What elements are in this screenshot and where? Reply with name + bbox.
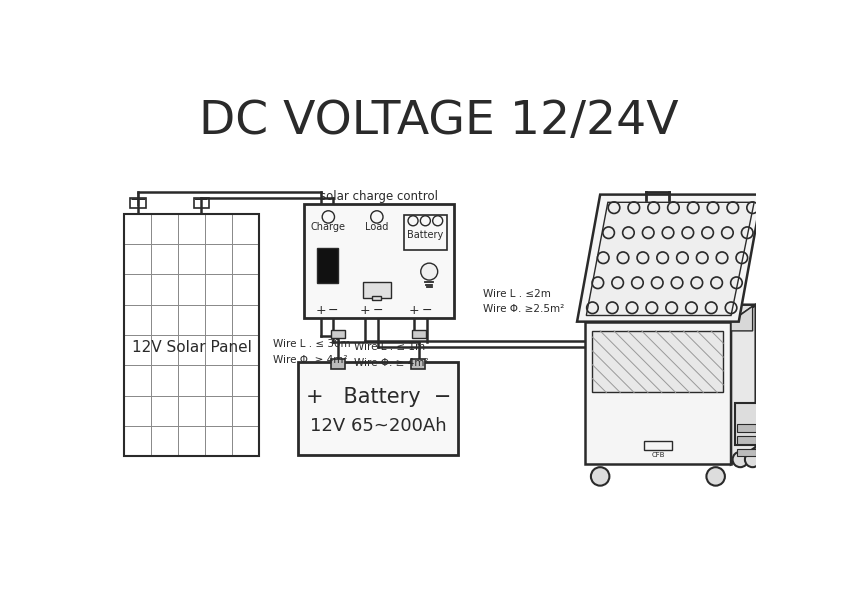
Bar <box>317 248 338 283</box>
Polygon shape <box>584 305 756 322</box>
Text: +: + <box>408 305 419 317</box>
Circle shape <box>421 263 438 280</box>
Bar <box>735 402 758 445</box>
Bar <box>304 204 454 318</box>
Bar <box>644 441 672 450</box>
Text: −: − <box>193 190 210 209</box>
Text: Wire L . ≤ 1m
Wire Φ. ≥ 4m²: Wire L . ≤ 1m Wire Φ. ≥ 4m² <box>354 343 429 368</box>
Bar <box>413 330 426 338</box>
Text: −: − <box>372 305 383 317</box>
Text: solar charge control: solar charge control <box>320 190 438 203</box>
Bar <box>131 199 146 208</box>
Polygon shape <box>731 306 753 331</box>
Text: Battery: Battery <box>408 230 444 240</box>
Polygon shape <box>586 202 754 315</box>
Text: +: + <box>360 305 370 317</box>
Circle shape <box>745 452 760 467</box>
Bar <box>125 214 259 456</box>
Text: Charge: Charge <box>311 222 346 232</box>
Bar <box>738 424 756 432</box>
Bar <box>411 359 424 369</box>
Text: +   Battery  −: + Battery − <box>306 387 451 407</box>
Polygon shape <box>577 195 762 322</box>
Text: CFB: CFB <box>651 452 664 458</box>
Bar <box>194 199 209 208</box>
Circle shape <box>733 452 748 467</box>
Bar <box>738 449 756 456</box>
Text: +: + <box>316 305 326 317</box>
Bar <box>738 436 756 444</box>
Bar <box>363 283 391 298</box>
Bar <box>331 359 344 369</box>
Circle shape <box>591 467 610 486</box>
Bar <box>584 322 731 464</box>
Bar <box>593 331 723 393</box>
Text: Load: Load <box>365 222 388 232</box>
Text: Wire L . ≤ 30m
Wire Φ. ≥ 4m²: Wire L . ≤ 30m Wire Φ. ≥ 4m² <box>273 339 350 365</box>
Bar <box>372 296 381 300</box>
Text: −: − <box>422 305 432 317</box>
Text: 12V Solar Panel: 12V Solar Panel <box>131 340 252 355</box>
Circle shape <box>706 467 725 486</box>
Bar <box>298 362 459 455</box>
Text: 12V 65~200Ah: 12V 65~200Ah <box>310 416 447 434</box>
Polygon shape <box>731 305 756 464</box>
Text: Wire L . ≤2m
Wire Φ. ≥2.5m²: Wire L . ≤2m Wire Φ. ≥2.5m² <box>483 289 564 314</box>
Text: −: − <box>328 305 338 317</box>
Bar <box>331 330 344 338</box>
Text: DC VOLTAGE 12/24V: DC VOLTAGE 12/24V <box>199 99 679 144</box>
Bar <box>404 215 447 250</box>
Text: +: + <box>129 190 147 210</box>
